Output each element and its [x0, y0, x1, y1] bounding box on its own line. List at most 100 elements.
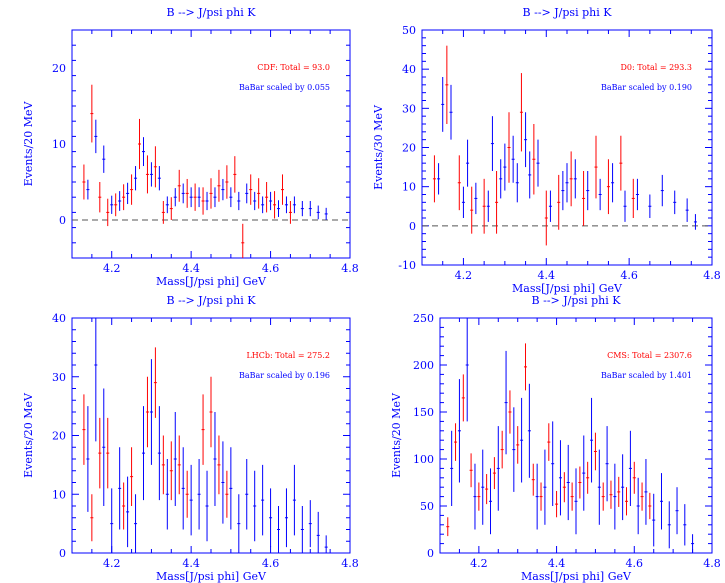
data-point-blue	[181, 447, 185, 530]
data-point-red	[90, 494, 94, 542]
data-point-blue	[561, 171, 565, 211]
data-point-blue	[528, 151, 532, 199]
data-point-blue	[205, 470, 209, 542]
x-axis-label: Mass[J/psi phi] GeV	[156, 570, 267, 583]
data-point-red	[161, 201, 165, 224]
data-point-blue	[667, 501, 671, 549]
data-point-red	[495, 171, 499, 234]
data-point-blue	[149, 359, 153, 465]
data-point-red	[82, 164, 86, 200]
x-tick-label: 4.6	[262, 557, 280, 570]
data-point-red	[508, 390, 512, 434]
x-tick-label: 4.2	[455, 269, 473, 282]
x-tick-label: 4.6	[262, 262, 280, 275]
data-point-blue	[229, 447, 233, 530]
y-tick-label: 50	[420, 500, 434, 513]
data-point-blue	[527, 383, 531, 478]
data-point-blue	[685, 198, 689, 222]
data-point-blue	[86, 179, 90, 200]
data-point-blue	[221, 441, 225, 524]
chart-panel-2: B --> J/psi phi K 4.2 4.4 4.6 4.8 -10 0 10 20 30 4…	[372, 6, 721, 295]
x-tick-label: 4.4	[182, 557, 200, 570]
y-tick-label: 200	[413, 359, 434, 372]
data-point-red	[569, 151, 573, 207]
data-point-red	[469, 453, 473, 488]
data-point-blue	[173, 188, 177, 207]
data-point-red	[531, 463, 535, 496]
data-point-red	[90, 84, 94, 143]
y-tick-label: 10	[52, 488, 66, 501]
data-point-red	[233, 156, 237, 193]
data-point-blue	[473, 463, 477, 530]
data-point-red	[594, 135, 598, 199]
y-tick-label: 40	[52, 312, 66, 325]
y-tick-label: 20	[402, 142, 416, 155]
data-point-red	[161, 435, 165, 495]
data-point-blue	[149, 162, 153, 187]
data-point-red	[470, 186, 474, 234]
data-point-red	[601, 482, 605, 511]
data-point-blue	[189, 187, 193, 208]
data-point-blue	[261, 464, 265, 536]
annotation-blue: BaBar scaled by 0.196	[239, 371, 330, 380]
data-point-blue	[543, 449, 547, 525]
y-axis-label: Events/20 MeV	[22, 101, 35, 187]
data-point-red	[225, 165, 229, 199]
x-axis-label: Mass[J/psi phi] GeV	[156, 275, 267, 288]
data-point-red	[145, 376, 149, 448]
y-tick-label: 30	[52, 371, 66, 384]
y-axis-label: Events/20 MeV	[390, 392, 403, 478]
data-point-red	[106, 417, 110, 489]
data-point-blue	[590, 397, 594, 483]
data-point-blue	[613, 463, 617, 530]
data-point-blue	[621, 454, 625, 521]
data-point-blue	[574, 468, 578, 535]
annotation-red: LHCb: Total = 275.2	[246, 351, 330, 360]
data-point-blue	[605, 426, 609, 502]
data-point-blue	[461, 186, 465, 218]
data-point-blue	[213, 187, 217, 208]
data-point-blue	[481, 449, 485, 525]
data-point-blue	[141, 137, 145, 167]
data-point-red	[225, 470, 229, 518]
data-point-red	[625, 487, 629, 516]
y-axis-label: Events/20 MeV	[22, 392, 35, 478]
y-tick-label: 40	[402, 63, 416, 76]
data-point-red	[98, 417, 102, 489]
data-point-blue	[520, 397, 524, 483]
x-tick-label: 4.6	[620, 269, 638, 282]
data-point-blue	[157, 406, 161, 501]
data-point-blue	[102, 388, 106, 506]
y-axis-label: Events/30 MeV	[372, 104, 385, 190]
data-point-blue	[316, 205, 320, 220]
data-point-blue	[237, 494, 241, 553]
data-point-blue	[269, 488, 273, 548]
data-point-blue	[586, 171, 590, 211]
y-tick-label: 0	[59, 214, 66, 227]
x-tick-label: 4.2	[470, 557, 488, 570]
data-point-red	[547, 423, 551, 461]
data-point-red	[130, 447, 134, 506]
x-tick-label: 4.4	[538, 269, 556, 282]
x-tick-label: 4.2	[103, 262, 121, 275]
data-point-red	[519, 73, 523, 152]
data-point-red	[539, 482, 543, 511]
data-point-red	[145, 155, 149, 194]
data-point-red	[273, 191, 277, 219]
chart-panel-1: B --> J/psi phi K 4.2 4.4 4.6 4.8 0 10 20 Mass[J…	[22, 6, 359, 288]
x-tick-label: 4.2	[103, 557, 121, 570]
data-point-red	[477, 482, 481, 511]
data-point-red	[201, 187, 205, 215]
data-point-red	[138, 118, 142, 170]
y-tick-label: 30	[402, 102, 416, 115]
data-point-blue	[683, 504, 687, 546]
y-tick-label: 10	[52, 138, 66, 151]
data-point-blue	[253, 191, 257, 211]
data-point-red	[106, 198, 110, 227]
data-point-blue	[597, 449, 601, 525]
data-point-red	[648, 492, 652, 520]
data-point-blue	[565, 163, 569, 203]
data-point-red	[507, 112, 511, 183]
data-point-blue	[623, 190, 627, 222]
